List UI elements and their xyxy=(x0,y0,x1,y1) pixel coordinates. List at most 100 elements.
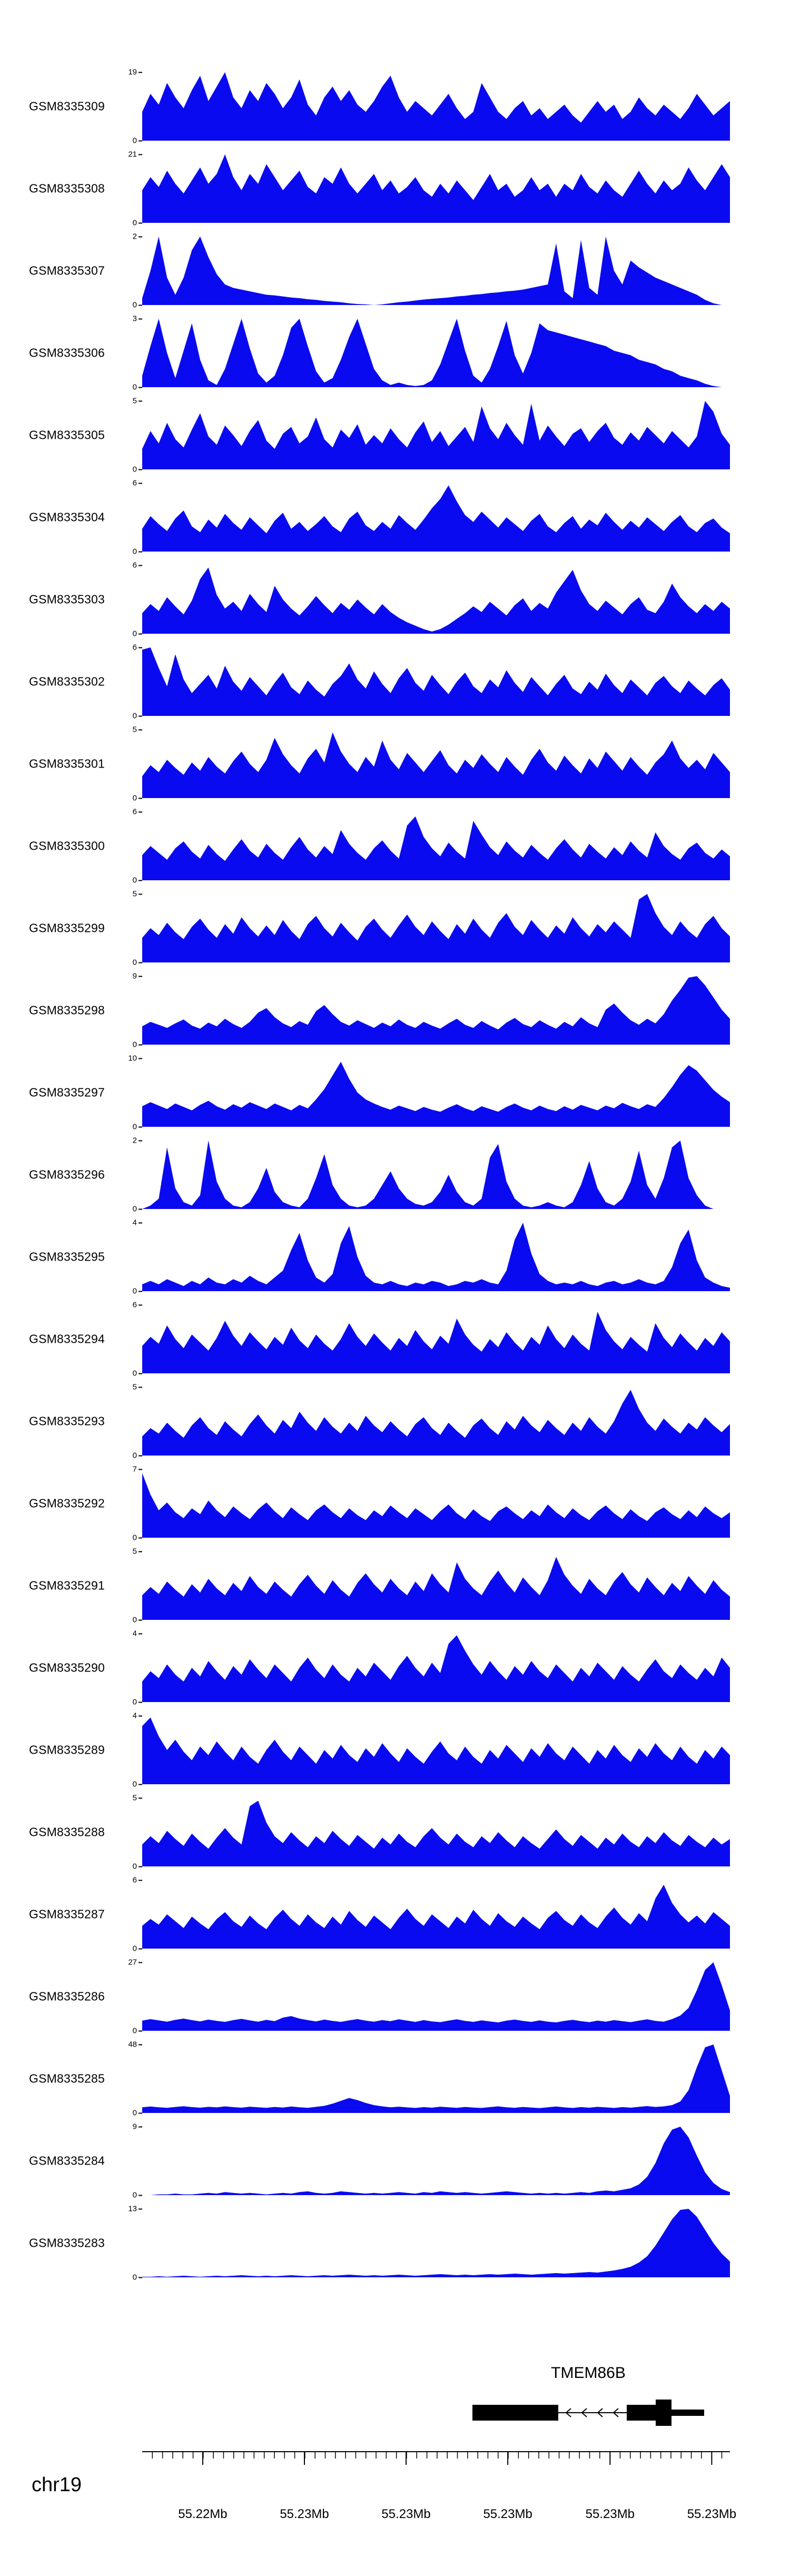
coverage-area-chart xyxy=(142,2209,730,2277)
track-label: GSM8335295 xyxy=(29,1250,105,1264)
y-axis-max: 5 xyxy=(133,1548,142,1556)
y-tick-mark xyxy=(139,976,142,977)
coverage-area-chart xyxy=(142,1223,730,1291)
y-tick-mark xyxy=(139,140,142,141)
y-tick-mark xyxy=(139,72,142,73)
y-axis-min: 0 xyxy=(133,2027,142,2035)
track-row-GSM8335291: GSM8335291 5 0 xyxy=(0,1548,790,1624)
y-axis-max-value: 6 xyxy=(132,1300,137,1310)
ruler-tick-label: 55.23Mb xyxy=(586,2507,635,2521)
track-row-GSM8335296: GSM8335296 2 0 xyxy=(0,1137,790,1213)
y-tick-mark xyxy=(139,880,142,881)
track-label: GSM8335286 xyxy=(29,1989,105,2003)
y-tick-mark xyxy=(139,1291,142,1292)
coverage-tracks: GSM8335309 19 0 GSM8335308 21 0 GSM8335307 2 0 GS… xyxy=(0,68,790,2291)
coverage-area-chart xyxy=(142,2044,730,2113)
y-axis-max: 5 xyxy=(133,1383,142,1391)
y-axis-min: 0 xyxy=(133,959,142,967)
y-axis-min: 0 xyxy=(133,1287,142,1295)
y-axis-min-value: 0 xyxy=(132,465,137,474)
y-axis-max-value: 5 xyxy=(132,1547,137,1556)
coverage-area-chart xyxy=(142,401,730,469)
y-axis-max-value: 5 xyxy=(132,1382,137,1392)
track-row-GSM8335300: GSM8335300 6 0 xyxy=(0,808,790,884)
gene-model xyxy=(472,2400,704,2426)
track-row-GSM8335298: GSM8335298 9 0 xyxy=(0,972,790,1049)
y-tick-mark xyxy=(139,469,142,470)
y-axis-min: 0 xyxy=(133,1945,142,1953)
y-tick-mark xyxy=(139,1373,142,1374)
y-axis-min-value: 0 xyxy=(132,1697,137,1707)
track-row-GSM8335294: GSM8335294 6 0 xyxy=(0,1301,790,1378)
y-axis-min: 0 xyxy=(133,301,142,309)
y-tick-mark xyxy=(139,1797,142,1798)
track-row-GSM8335304: GSM8335304 6 0 xyxy=(0,479,790,556)
y-axis-max-value: 3 xyxy=(132,314,137,323)
track-row-GSM8335295: GSM8335295 4 0 xyxy=(0,1219,790,1295)
gene-exon-box xyxy=(472,2405,558,2421)
y-axis-max-value: 6 xyxy=(132,643,137,652)
y-tick-mark xyxy=(139,154,142,155)
ruler-tick-label: 55.23Mb xyxy=(280,2507,329,2521)
y-tick-mark xyxy=(139,1715,142,1716)
coverage-plot: 21 0 xyxy=(128,151,730,227)
track-label: GSM8335306 xyxy=(29,346,105,360)
track-label: GSM8335300 xyxy=(29,839,105,853)
y-axis-min-value: 0 xyxy=(132,1862,137,1871)
coverage-area-chart xyxy=(142,976,730,1045)
y-tick-mark xyxy=(139,633,142,634)
track-label: GSM8335299 xyxy=(29,921,105,935)
y-axis-min-value: 0 xyxy=(132,2190,137,2200)
y-tick-mark xyxy=(139,811,142,812)
y-tick-mark xyxy=(139,483,142,484)
y-axis-max: 2 xyxy=(133,1137,142,1145)
track-row-GSM8335305: GSM8335305 5 0 xyxy=(0,397,790,474)
coverage-area-chart xyxy=(142,816,730,880)
y-tick-mark xyxy=(139,400,142,401)
y-axis-max: 4 xyxy=(133,1219,142,1227)
track-row-GSM8335286: GSM8335286 27 0 xyxy=(0,1959,790,2035)
y-tick-mark xyxy=(139,222,142,223)
y-axis-max: 27 xyxy=(128,1959,142,1967)
track-label: GSM8335302 xyxy=(29,674,105,689)
coverage-area-chart xyxy=(142,1962,730,2031)
track-label: GSM8335298 xyxy=(29,1003,105,1017)
coverage-area-chart xyxy=(142,154,730,223)
y-axis-min-value: 0 xyxy=(132,1040,137,1049)
y-tick-mark xyxy=(139,1469,142,1470)
track-label: GSM8335283 xyxy=(29,2236,105,2250)
y-axis-max-value: 10 xyxy=(128,1054,137,1063)
ruler-tick-label: 55.23Mb xyxy=(687,2507,736,2521)
y-tick-mark xyxy=(139,1702,142,1703)
track-label: GSM8335284 xyxy=(29,2154,105,2168)
y-axis-max: 6 xyxy=(133,562,142,569)
y-axis-max: 9 xyxy=(133,972,142,980)
track-row-GSM8335283: GSM8335283 13 0 xyxy=(0,2205,790,2282)
y-axis-max: 5 xyxy=(133,726,142,734)
y-axis-max: 5 xyxy=(133,1794,142,1802)
y-tick-mark xyxy=(139,1962,142,1963)
coverage-area-chart xyxy=(142,567,730,634)
y-axis-max-value: 13 xyxy=(128,2204,137,2214)
y-axis-max: 4 xyxy=(133,1712,142,1720)
strand-arrow-icon xyxy=(565,2408,571,2417)
y-axis-min: 0 xyxy=(133,1781,142,1788)
track-label: GSM8335289 xyxy=(29,1743,105,1757)
y-axis-max: 4 xyxy=(133,1630,142,1638)
y-axis-max: 6 xyxy=(133,1876,142,1884)
track-row-GSM8335290: GSM8335290 4 0 xyxy=(0,1630,790,1706)
y-axis-min-value: 0 xyxy=(132,711,137,721)
y-axis-min-value: 0 xyxy=(132,958,137,967)
y-axis-min-value: 0 xyxy=(132,2026,137,2036)
